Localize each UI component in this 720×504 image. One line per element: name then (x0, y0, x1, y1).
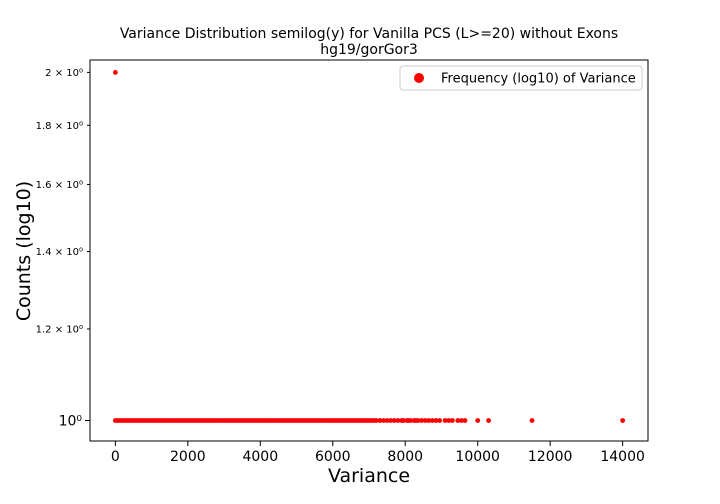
legend-box (399, 65, 643, 91)
data-point (529, 418, 535, 423)
x-axis-ticks: 0 2000 4000 6000 8000 10000 12000 14000 (111, 441, 645, 465)
y-axis-label: Counts (log10) (13, 181, 35, 321)
data-point (415, 418, 421, 423)
y-tick-label: 10⁰ (59, 413, 83, 429)
x-tick-label: 10000 (455, 449, 500, 465)
data-point (458, 418, 464, 423)
data-point (437, 418, 443, 423)
chart-title: Variance Distribution semilog(y) for Van… (120, 26, 618, 42)
legend: Frequency (log10) of Variance (399, 65, 643, 91)
data-point (475, 418, 481, 423)
data-point (442, 418, 448, 423)
scatter-points (112, 70, 626, 423)
data-point (384, 418, 390, 423)
data-point (455, 418, 461, 423)
data-point (391, 418, 397, 423)
legend-label: Frequency (log10) of Variance (441, 72, 636, 87)
y-minor-tick-label: 1.2 × 10⁰ (36, 324, 83, 335)
data-point (373, 418, 379, 423)
y-minor-tick-label: 1.6 × 10⁰ (36, 180, 83, 191)
data-point (381, 418, 386, 423)
data-point (395, 418, 401, 423)
data-point (377, 418, 383, 423)
data-point (422, 418, 428, 423)
y-axis-ticks: 10⁰ 1.2 × 10⁰ 1.4 × 10⁰ 1.6 × 10⁰ 1.8 × 10⁰ 2… (36, 68, 90, 429)
data-point (486, 418, 491, 423)
data-point (408, 418, 414, 423)
data-point (430, 418, 435, 423)
x-tick-label: 6000 (315, 449, 351, 465)
y-minor-tick-label: 2 × 10⁰ (45, 68, 83, 79)
legend-marker (414, 73, 424, 83)
data-point (388, 418, 394, 423)
x-tick-label: 14000 (600, 449, 645, 465)
data-point (462, 418, 468, 423)
data-point (446, 418, 452, 423)
x-tick-label: 4000 (242, 449, 278, 465)
data-point (419, 418, 424, 423)
x-tick-label: 0 (111, 449, 120, 465)
data-point (620, 418, 626, 423)
data-point (433, 418, 439, 423)
y-minor-tick-label: 1.4 × 10⁰ (36, 247, 83, 258)
data-point (112, 70, 118, 75)
data-point (401, 418, 406, 423)
x-tick-label: 8000 (387, 449, 423, 465)
y-minor-tick-label: 1.8 × 10⁰ (36, 121, 83, 132)
x-tick-label: 12000 (528, 449, 573, 465)
plot-area (89, 59, 649, 442)
x-tick-label: 2000 (170, 449, 206, 465)
data-point (449, 418, 455, 423)
data-point (426, 418, 432, 423)
x-axis-label: Variance (328, 465, 410, 487)
chart-subtitle: hg19/gorGor3 (320, 42, 418, 58)
